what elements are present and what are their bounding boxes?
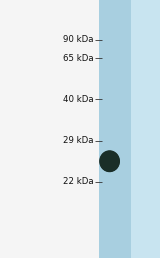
Ellipse shape xyxy=(99,150,120,172)
Ellipse shape xyxy=(104,155,116,167)
Ellipse shape xyxy=(101,152,119,171)
Ellipse shape xyxy=(104,155,115,167)
Ellipse shape xyxy=(100,151,119,171)
Ellipse shape xyxy=(101,152,118,170)
Text: 90 kDa: 90 kDa xyxy=(63,36,94,44)
Ellipse shape xyxy=(102,154,117,169)
Ellipse shape xyxy=(104,156,115,167)
Ellipse shape xyxy=(105,157,114,166)
Ellipse shape xyxy=(100,151,119,171)
Ellipse shape xyxy=(102,153,117,170)
Text: 65 kDa: 65 kDa xyxy=(63,54,94,62)
Ellipse shape xyxy=(105,156,114,166)
Ellipse shape xyxy=(103,155,116,168)
Bar xyxy=(131,0,160,258)
Text: 22 kDa: 22 kDa xyxy=(63,178,94,186)
Ellipse shape xyxy=(107,158,113,164)
Ellipse shape xyxy=(106,158,113,165)
Text: 29 kDa: 29 kDa xyxy=(63,136,94,145)
Ellipse shape xyxy=(108,159,112,163)
Ellipse shape xyxy=(107,159,112,164)
Text: 40 kDa: 40 kDa xyxy=(63,95,94,104)
Ellipse shape xyxy=(105,157,114,166)
Bar xyxy=(99,0,131,258)
Ellipse shape xyxy=(101,153,118,170)
Ellipse shape xyxy=(106,157,113,165)
Ellipse shape xyxy=(100,151,120,172)
Ellipse shape xyxy=(107,158,112,164)
Ellipse shape xyxy=(103,154,116,168)
Ellipse shape xyxy=(103,154,117,169)
